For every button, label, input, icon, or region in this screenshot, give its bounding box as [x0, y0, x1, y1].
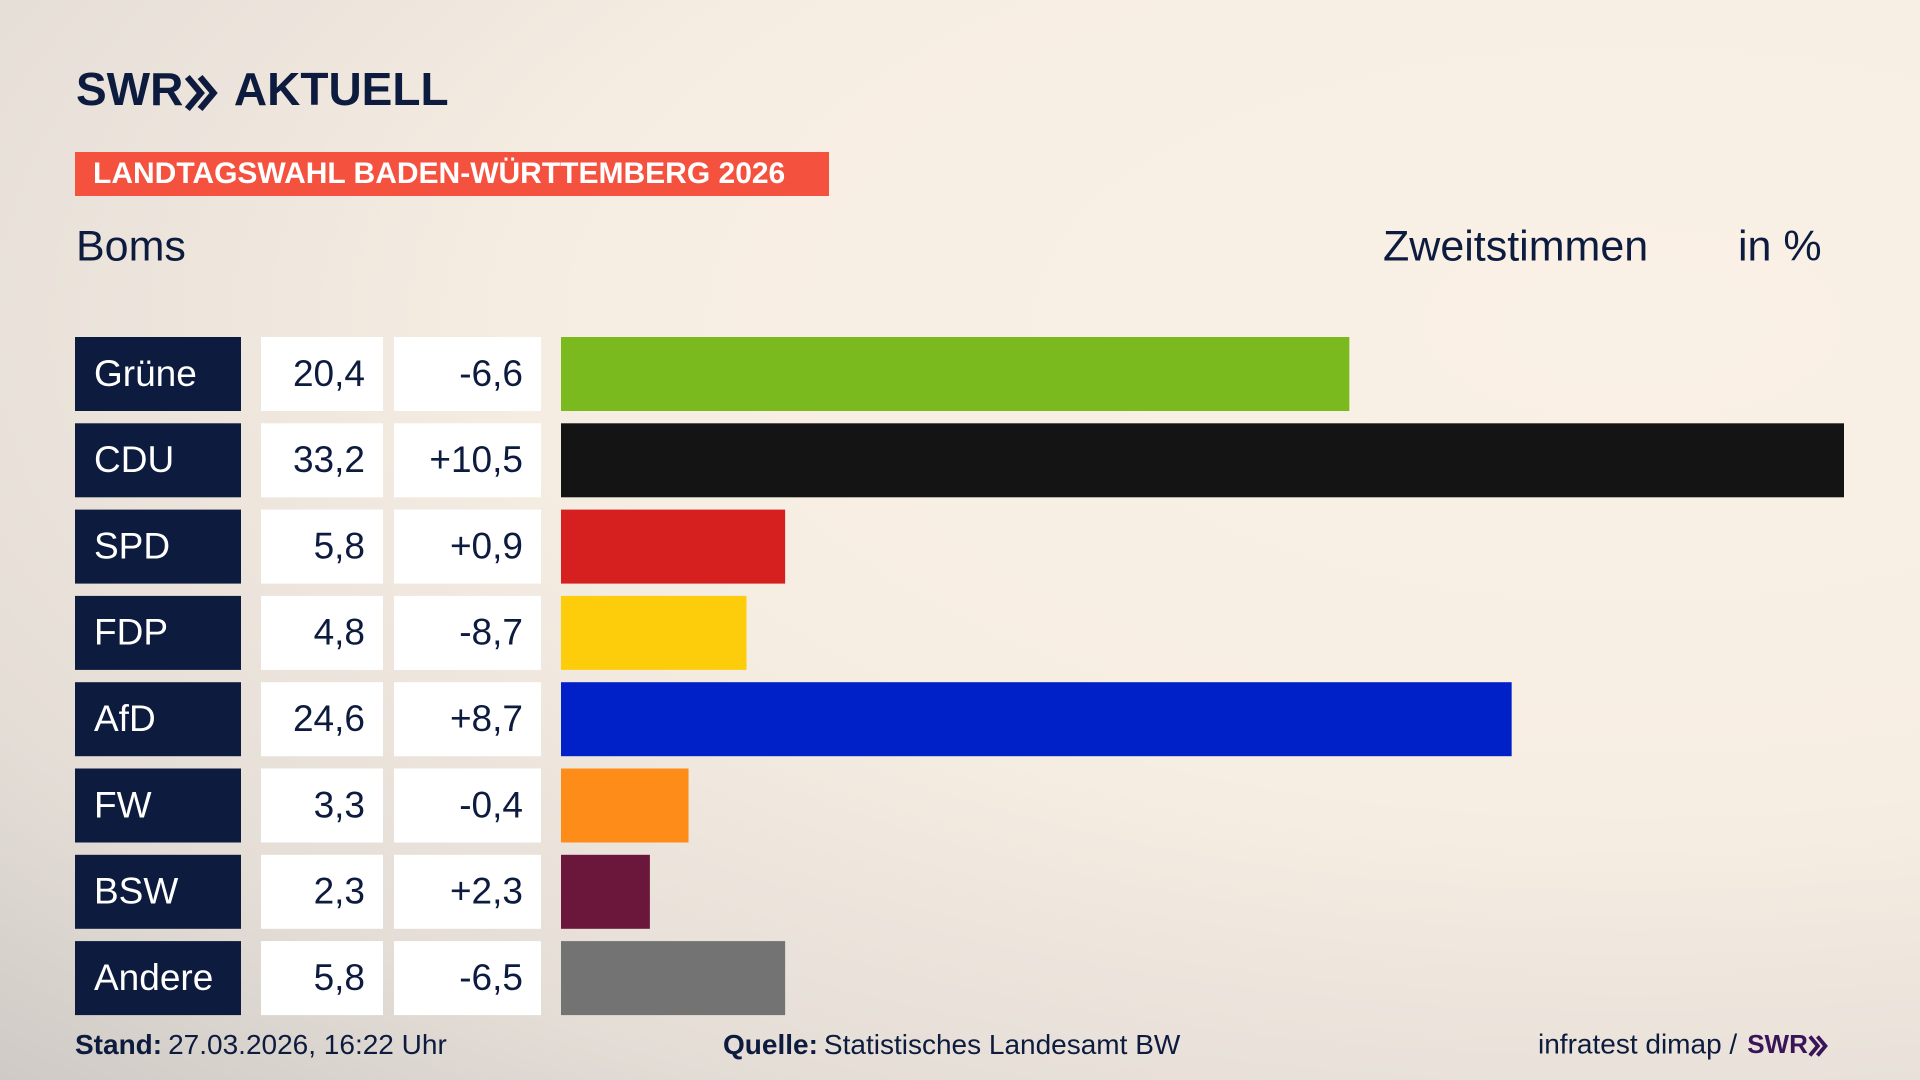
- change-label: -6,5: [459, 957, 523, 998]
- value-cell: [261, 509, 383, 584]
- change-cell: [394, 337, 541, 411]
- value-cell: [261, 423, 383, 498]
- party-cell: [75, 423, 241, 498]
- bar: [561, 337, 1350, 411]
- bar: [561, 768, 689, 843]
- bar: [561, 682, 1512, 757]
- value-cell: [261, 854, 383, 929]
- party-name: AfD: [94, 698, 156, 739]
- value-label: 5,8: [314, 957, 365, 998]
- change-label: +2,3: [450, 871, 523, 912]
- party-name: FDP: [94, 612, 168, 653]
- change-label: -0,4: [459, 784, 523, 825]
- value-cell: [261, 682, 383, 757]
- bar: [561, 423, 1844, 498]
- party-cell: [75, 768, 241, 843]
- party-cell: [75, 595, 241, 670]
- value-label: 3,3: [314, 784, 365, 825]
- chart-title: Boms: [76, 222, 186, 270]
- stand-value: 27.03.2026, 16:22 Uhr: [168, 1029, 447, 1060]
- value-label: Zweitstimmen: [1383, 222, 1648, 270]
- change-label: -8,7: [459, 612, 523, 653]
- bar: [561, 854, 650, 929]
- source-label: Quelle:: [723, 1029, 818, 1060]
- credit-chevron: [1808, 1035, 1821, 1057]
- party-cell: [75, 509, 241, 584]
- source-value: Statistisches Landesamt BW: [824, 1029, 1181, 1060]
- party-name: Andere: [94, 957, 213, 998]
- credit-brand: SWR: [1747, 1029, 1808, 1059]
- value-label: 20,4: [293, 353, 365, 394]
- change-cell: [394, 941, 541, 1016]
- change-label: +8,7: [450, 698, 523, 739]
- value-label: 33,2: [293, 439, 365, 480]
- party-cell: [75, 854, 241, 929]
- value-cell: [261, 337, 383, 411]
- change-cell: [394, 768, 541, 843]
- party-name: BSW: [94, 871, 178, 912]
- banner-bg: [75, 152, 829, 196]
- section: AKTUELL: [234, 63, 449, 115]
- party-cell: [75, 682, 241, 757]
- change-label: +0,9: [450, 525, 523, 566]
- credit-chevron: [1816, 1035, 1828, 1057]
- party-name: CDU: [94, 439, 174, 480]
- value-label: 2,3: [314, 871, 365, 912]
- value-cell: [261, 595, 383, 670]
- bar: [561, 509, 786, 584]
- logo-chevron: [197, 74, 218, 112]
- banner: LANDTAGSWAHL BADEN-WÜRTTEMBERG 2026: [93, 157, 785, 190]
- value-label: 24,6: [293, 698, 365, 739]
- value-label: 4,8: [314, 612, 365, 653]
- value-cell: [261, 941, 383, 1016]
- change-cell: [394, 509, 541, 584]
- change-cell: [394, 423, 541, 498]
- change-label: -6,6: [459, 353, 523, 394]
- party-cell: [75, 941, 241, 1016]
- value-cell: [261, 768, 383, 843]
- source: Quelle: Statistisches Landesamt BW: [723, 1029, 1181, 1060]
- change-cell: [394, 682, 541, 757]
- brand: SWR: [76, 63, 183, 115]
- bar: [561, 595, 747, 670]
- stand-label: Stand:: [75, 1029, 162, 1060]
- party-cell: [75, 337, 241, 411]
- bar: [561, 941, 786, 1016]
- party-name: FW: [94, 784, 152, 825]
- stand: Stand: 27.03.2026, 16:22 Uhr: [75, 1029, 447, 1060]
- change-label: +10,5: [429, 439, 523, 480]
- logo-chevron: [184, 74, 205, 112]
- credit: infratest dimap /: [1538, 1028, 1737, 1059]
- change-cell: [394, 854, 541, 929]
- party-name: Grüne: [94, 353, 197, 394]
- value-label: 5,8: [314, 525, 365, 566]
- unit-label: in %: [1738, 222, 1822, 270]
- change-cell: [394, 595, 541, 670]
- party-name: SPD: [94, 525, 170, 566]
